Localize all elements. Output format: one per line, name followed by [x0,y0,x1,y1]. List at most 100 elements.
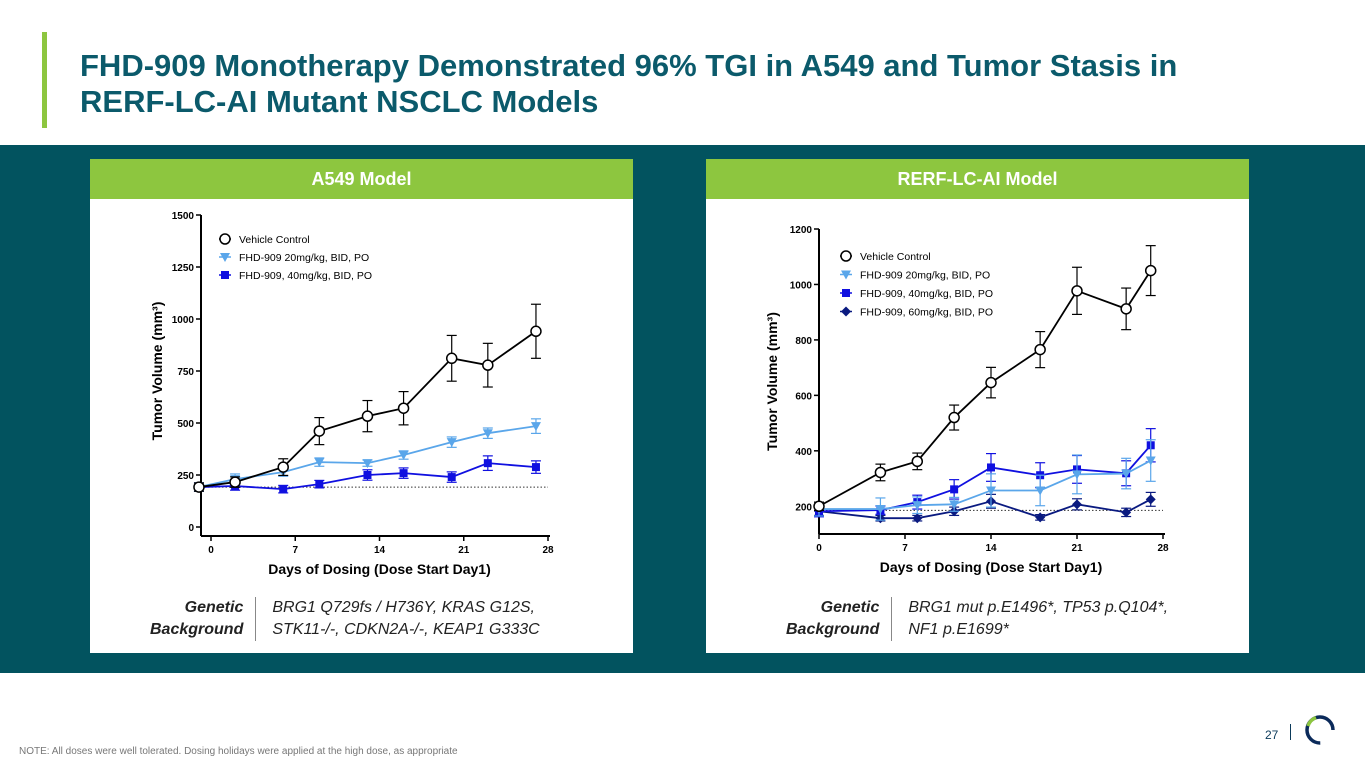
legend-label: Vehicle Control [860,251,931,263]
data-point [1035,512,1046,523]
page-title: FHD-909 Monotherapy Demonstrated 96% TGI… [80,48,1178,119]
data-point [229,476,241,488]
data-point [482,429,493,439]
panel-a549: A549 Model 0 250 500 750 1000 1250 1500 0 7 14 21 2… [90,159,633,653]
footer-note: NOTE: All doses were well tolerated. Dos… [19,746,458,757]
data-point [985,376,997,389]
legend-label: FHD-909, 40mg/kg, BID, PO [860,288,993,300]
series-vehicle-control [813,245,1157,513]
x-tick-label: 0 [816,543,822,554]
data-point [1035,486,1046,496]
data-point [1120,303,1132,315]
legend-label: FHD-909 20mg/kg, BID, PO [239,252,369,264]
data-point [874,466,887,479]
legend-marker [842,289,850,297]
data-point [446,438,457,448]
legend-marker [841,306,851,317]
y-tick-label: 1250 [172,263,195,274]
data-point [949,500,960,510]
genetic-value-line2: STK11-/-, CDKN2A-/-, KEAP1 G333C [272,621,540,638]
legend-marker [220,253,230,262]
y-tick-label: 1000 [790,280,813,291]
series-fhd-909-60mg-kg-bid-po [814,491,1156,524]
y-tick-label: 600 [795,391,812,402]
data-point [313,425,326,437]
data-point [482,359,494,371]
genetic-label-line2: Background [786,621,880,638]
data-point [530,325,542,338]
legend-marker [221,271,229,279]
data-point [397,402,410,414]
data-point [398,451,409,461]
x-tick-label: 28 [1157,543,1169,554]
data-point [912,513,923,524]
data-point [314,458,325,468]
y-tick-label: 750 [177,367,194,378]
data-point [279,485,288,494]
data-point [1121,507,1132,518]
x-tick-label: 7 [292,545,298,556]
series-vehicle-control [193,303,542,493]
data-point [1072,499,1082,510]
data-point [986,486,996,496]
genetic-background-a549: Genetic Background BRG1 Q729fs / H736Y, … [150,597,540,641]
x-tick-label: 7 [902,543,908,554]
data-point [363,471,372,479]
data-point [1034,343,1046,356]
legend-marker [219,233,231,245]
data-point [1121,469,1132,479]
x-tick-label: 28 [542,545,554,556]
data-point [875,505,886,515]
data-point [911,455,924,468]
x-axis-label: Days of Dosing (Dose Start Day1) [880,559,1103,575]
page-number: 27 [1265,728,1279,742]
legend: Vehicle Control FHD-909 20mg/kg, BID, PO F… [840,250,993,319]
title-accent-bar [42,32,47,128]
panel-header-rerf: RERF-LC-AI Model [706,159,1249,199]
data-point [399,469,408,478]
series-line [819,459,1152,510]
genetic-label-line1: Genetic [184,599,244,616]
y-tick-label: 500 [177,419,194,430]
data-point [1145,456,1156,466]
data-point [948,411,960,424]
chart-a549: 0 250 500 750 1000 1250 1500 0 7 14 21 28 Days of Do… [149,211,554,577]
y-tick-label: 400 [795,447,812,458]
data-point [1072,470,1082,480]
genetic-label: Genetic Background [786,597,893,641]
x-tick-label: 21 [1071,543,1083,554]
genetic-label-line2: Background [150,621,244,638]
data-point [950,485,959,494]
chart-rerf: 200 400 600 800 1000 1200 0 7 14 21 28 Days of Dosi… [764,225,1169,575]
data-point [1071,285,1083,297]
y-axis-label: Tumor Volume (mm³) [764,312,780,451]
data-point [531,463,540,472]
x-tick-label: 14 [374,545,386,556]
series-fhd-909-20mg-kg-bid-po [814,439,1156,521]
data-point [362,459,373,469]
x-axis-label: Days of Dosing (Dose Start Day1) [268,561,491,577]
panel-rerf: RERF-LC-AI Model 200 400 600 800 1000 1200 0 7 1… [706,159,1249,653]
x-tick-label: 21 [458,545,470,556]
data-point [447,473,456,482]
genetic-label-line1: Genetic [820,599,880,616]
panel-header-a549: A549 Model [90,159,633,199]
data-point [315,480,324,489]
genetic-value: BRG1 Q729fs / H736Y, KRAS G12S, STK11-/-… [256,597,539,641]
legend-marker [840,250,852,262]
y-axis-label: Tumor Volume (mm³) [149,302,165,441]
genetic-value-line2: NF1 p.E1699* [908,621,1009,638]
data-point [483,459,492,468]
data-point [530,422,541,432]
legend-label: FHD-909, 60mg/kg, BID, PO [860,307,993,319]
x-tick-label: 0 [208,545,214,556]
legend: Vehicle Control FHD-909 20mg/kg, BID, PO F… [219,233,372,282]
genetic-value: BRG1 mut p.E1496*, TP53 p.Q104*, NF1 p.E… [892,597,1168,641]
x-tick-label: 14 [985,543,997,554]
y-tick-label: 0 [188,523,194,534]
legend-marker [841,270,851,280]
data-point [361,410,374,422]
legend-label: FHD-909, 40mg/kg, BID, PO [239,270,372,282]
legend-label: Vehicle Control [239,234,310,246]
genetic-value-line1: BRG1 Q729fs / H736Y, KRAS G12S, [272,599,535,616]
